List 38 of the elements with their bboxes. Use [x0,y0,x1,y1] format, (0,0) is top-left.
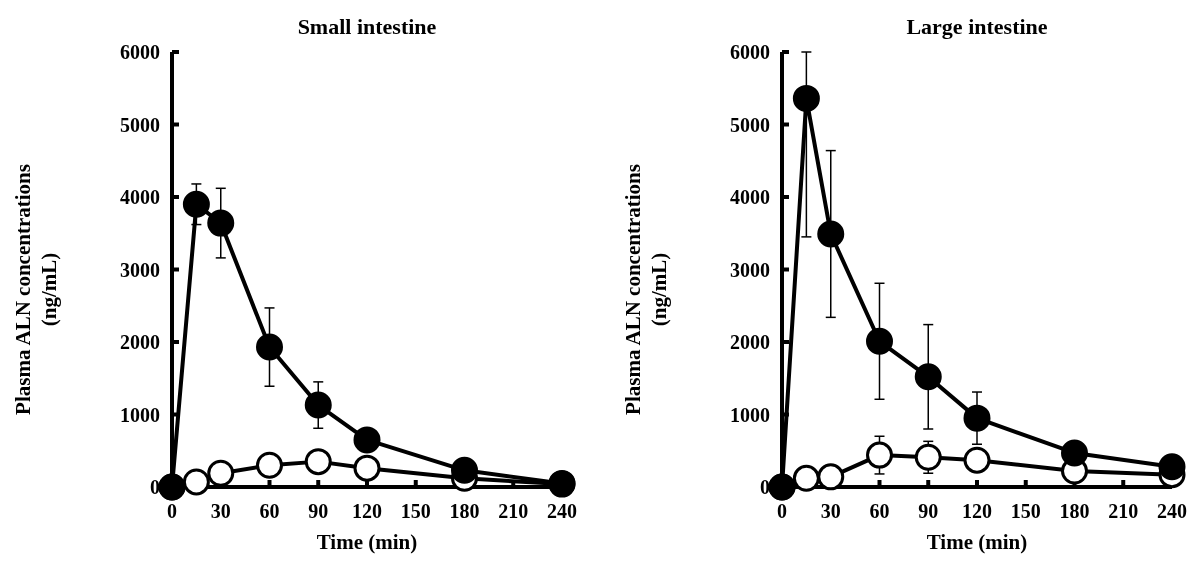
x-tick-label: 0 [777,500,787,522]
x-tick-label: 30 [820,500,841,522]
y-axis-title: Plasma ALN concentrations (ng/mL) [621,164,671,415]
y-tick-label: 5000 [120,113,160,136]
y-tick-label: 1000 [120,403,160,426]
x-tick-label: 120 [352,500,382,522]
chart-title: Small intestine [297,14,437,39]
x-tick-label: 240 [547,500,577,522]
y-tick-label: 6000 [730,41,770,63]
x-tick-label: 30 [210,500,231,522]
x-tick-label: 150 [400,500,431,522]
x-tick-label: 60 [869,500,890,522]
y-tick-label: 2000 [730,331,770,353]
x-tick-label: 120 [962,500,992,522]
y-tick-label: 0 [760,476,770,498]
x-tick-label: 60 [259,500,280,522]
x-tick-label: 210 [1108,500,1139,522]
y-tick-label: 4000 [120,186,160,208]
x-tick-label: 90 [308,500,329,522]
x-axis-title: Time (min) [926,530,1028,554]
y-tick-label: 2000 [120,331,160,353]
x-tick-label: 210 [498,500,529,522]
x-tick-label: 240 [1157,500,1187,522]
y-axis-title: Plasma ALN concentrations (ng/mL) [11,164,61,415]
x-tick-label: 150 [1010,500,1041,522]
chart-title: Large intestine [906,14,1048,39]
y-tick-label: 1000 [730,403,770,426]
y-tick-label: 5000 [730,113,770,136]
x-tick-label: 90 [918,500,939,522]
y-tick-label: 6000 [120,41,160,63]
y-tick-label: 3000 [120,258,160,281]
x-tick-label: 0 [167,500,177,522]
y-tick-label: 0 [150,476,160,498]
y-tick-label: 4000 [730,186,770,208]
y-tick-label: 3000 [730,258,770,281]
x-tick-label: 180 [449,500,480,522]
x-tick-label: 180 [1059,500,1090,522]
x-axis-title: Time (min) [316,530,418,554]
